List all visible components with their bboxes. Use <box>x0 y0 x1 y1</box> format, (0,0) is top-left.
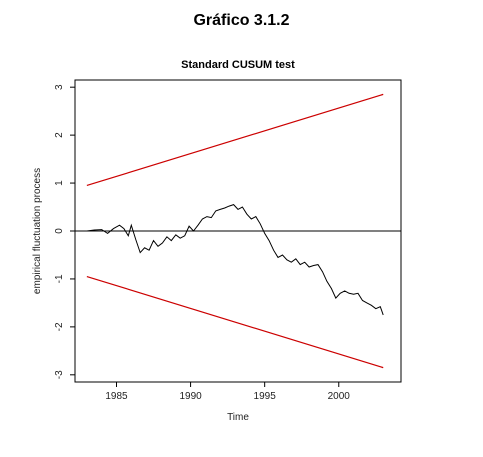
x-tick-label: 1990 <box>179 391 202 402</box>
chart-title: Standard CUSUM test <box>181 59 295 71</box>
y-tick-label: 2 <box>54 132 65 138</box>
x-axis-label: Time <box>227 412 249 423</box>
y-tick-label: 0 <box>54 228 65 234</box>
y-axis: -3 -2 -1 0 1 2 3 <box>54 84 75 379</box>
fluctuation-process-line <box>86 204 384 316</box>
x-tick-label: 1995 <box>254 391 277 402</box>
page-title: Gráfico 3.1.2 <box>193 12 290 29</box>
y-tick-label: 3 <box>54 84 65 90</box>
y-tick-label: -2 <box>54 322 65 331</box>
y-tick-label: 1 <box>54 180 65 186</box>
y-tick-label: -3 <box>54 370 65 379</box>
y-axis-label: empirical fluctuation process <box>32 168 43 294</box>
x-tick-label: 2000 <box>328 391 351 402</box>
x-axis: 1985 1990 1995 2000 <box>105 382 350 402</box>
y-tick-label: -1 <box>54 274 65 283</box>
x-tick-label: 1985 <box>105 391 128 402</box>
lower-boundary-line <box>86 275 384 369</box>
upper-boundary-line <box>86 93 384 187</box>
